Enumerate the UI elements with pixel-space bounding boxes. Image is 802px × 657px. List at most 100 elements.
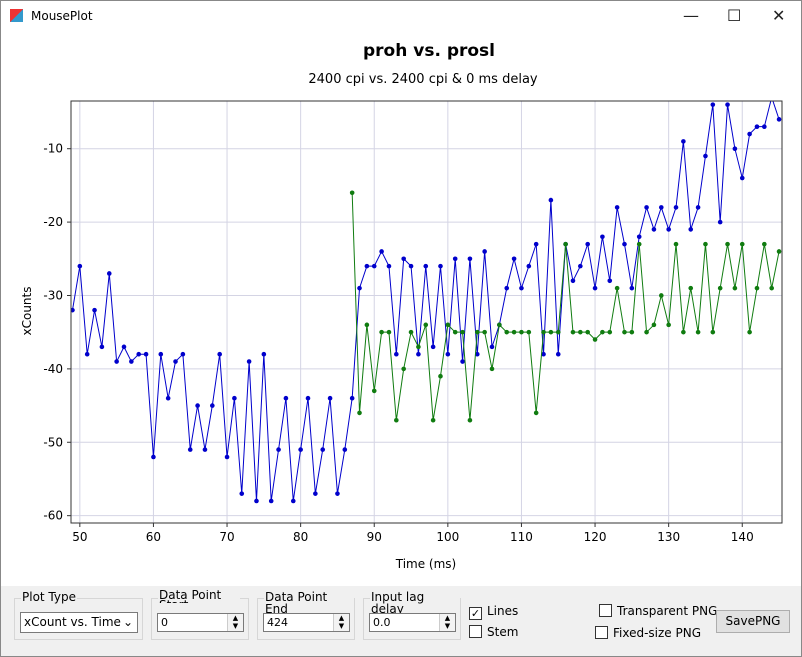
data-point xyxy=(445,322,451,328)
group-label: Input lag delay xyxy=(370,591,460,615)
data-point xyxy=(592,337,598,342)
data-point xyxy=(379,249,384,254)
plot-type-select[interactable]: xCount vs. Time ⌄ xyxy=(20,612,138,633)
stem-checkbox[interactable]: Stem xyxy=(469,625,518,639)
maximize-button[interactable]: ☐ xyxy=(727,6,742,25)
data-point xyxy=(474,329,480,335)
data-point xyxy=(607,329,613,335)
data-point xyxy=(106,271,112,276)
data-point xyxy=(394,417,399,423)
data-point xyxy=(276,447,281,452)
x-tick-label: 50 xyxy=(72,530,87,544)
data-point xyxy=(769,95,774,100)
chart: proh vs. prosl 2400 cpi vs. 2400 cpi & 0… xyxy=(20,41,783,571)
data-point xyxy=(452,329,458,335)
data-point xyxy=(519,285,524,291)
data-point xyxy=(578,329,583,335)
plot-type-group: Plot Type xCount vs. Time ⌄ xyxy=(14,591,143,640)
data-point xyxy=(526,263,532,269)
data-point xyxy=(548,329,554,335)
fixed-size-checkbox[interactable]: Fixed-size PNG xyxy=(595,626,701,640)
close-button[interactable]: ✕ xyxy=(772,6,786,25)
data-point xyxy=(710,102,716,107)
data-point xyxy=(658,293,664,298)
data-point xyxy=(364,322,370,328)
x-tick-label: 110 xyxy=(510,530,533,544)
data-point xyxy=(438,263,443,269)
end-input[interactable]: 424 ▲ ▼ xyxy=(263,613,350,632)
data-point xyxy=(732,285,738,291)
lines-checkbox[interactable]: ✓ Lines xyxy=(469,604,519,620)
data-point xyxy=(622,241,627,247)
data-point xyxy=(202,447,208,452)
data-point xyxy=(445,351,451,357)
data-point xyxy=(357,410,362,416)
minimize-button[interactable]: — xyxy=(683,6,699,25)
data-point xyxy=(349,190,355,196)
data-point xyxy=(99,344,105,350)
data-point xyxy=(180,351,186,357)
data-point xyxy=(290,498,296,504)
plot-frame xyxy=(70,100,783,524)
data-point xyxy=(504,329,510,335)
checkbox-label: Fixed-size PNG xyxy=(613,626,702,640)
data-point xyxy=(710,329,716,335)
data-point xyxy=(555,329,561,335)
data-point xyxy=(452,256,458,262)
data-point xyxy=(416,351,421,357)
data-point xyxy=(762,124,767,129)
data-point xyxy=(77,263,83,269)
transparent-checkbox[interactable]: Transparent PNG xyxy=(599,604,717,618)
data-point xyxy=(489,344,495,350)
data-point xyxy=(673,241,679,247)
data-point xyxy=(519,329,524,335)
data-point xyxy=(585,329,590,335)
data-point xyxy=(636,241,642,247)
data-point xyxy=(644,329,649,335)
y-tick-label: -30 xyxy=(43,288,63,302)
data-point xyxy=(114,359,119,364)
data-point xyxy=(305,395,311,401)
data-point xyxy=(335,491,340,496)
data-point xyxy=(151,454,156,460)
end-group: Data Point End 424 ▲ ▼ xyxy=(257,591,355,640)
data-point xyxy=(298,447,303,452)
data-point xyxy=(776,117,782,122)
data-point xyxy=(320,447,326,452)
title-bar: MousePlot — ☐ ✕ xyxy=(1,1,801,32)
data-point xyxy=(555,351,561,357)
data-point xyxy=(754,124,760,129)
data-point xyxy=(467,417,473,423)
data-point xyxy=(379,329,384,335)
group-label: Data Point Start xyxy=(158,590,240,603)
data-point xyxy=(762,241,767,247)
x-tick-label: 70 xyxy=(219,530,234,544)
x-tick-label: 100 xyxy=(436,530,459,544)
x-tick-label: 60 xyxy=(146,530,161,544)
data-point xyxy=(386,263,392,269)
delay-input[interactable]: 0.0 ▲ ▼ xyxy=(369,613,456,632)
data-point xyxy=(651,227,657,232)
data-point xyxy=(666,322,671,328)
chart-title: proh vs. prosl xyxy=(363,41,495,61)
data-point xyxy=(739,175,745,181)
data-point xyxy=(754,285,760,291)
data-point xyxy=(666,227,671,232)
data-point xyxy=(533,241,539,247)
data-point xyxy=(717,285,723,291)
data-point xyxy=(371,263,377,269)
data-point xyxy=(261,351,267,357)
data-point xyxy=(460,329,465,335)
save-png-button[interactable]: SavePNG xyxy=(716,610,790,633)
data-point xyxy=(511,256,517,262)
data-point xyxy=(703,153,708,159)
data-point xyxy=(548,197,554,203)
window-title: MousePlot xyxy=(31,9,93,23)
x-tick-label: 80 xyxy=(293,530,308,544)
start-input[interactable]: 0 ▲ ▼ xyxy=(157,613,244,632)
checkbox-label: Lines xyxy=(487,604,519,618)
data-point xyxy=(533,410,539,416)
data-point xyxy=(460,359,465,364)
group-label: Plot Type xyxy=(21,590,77,604)
